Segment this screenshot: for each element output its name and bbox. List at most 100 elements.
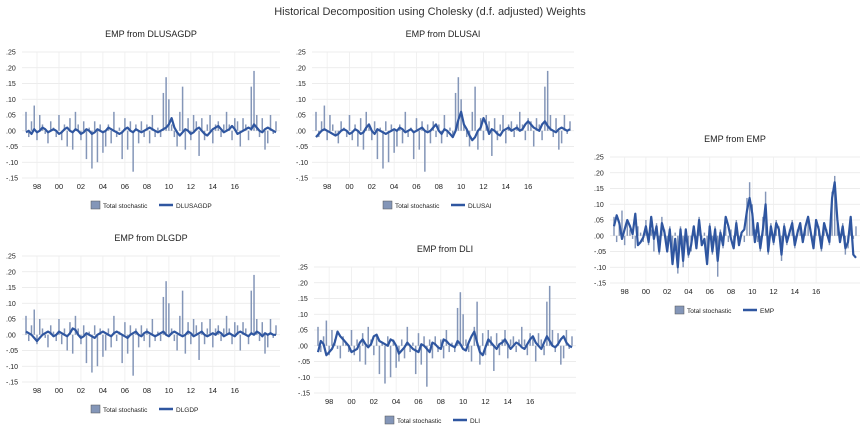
legend-label-total: Total stochastic	[395, 203, 440, 210]
bar-total-stochastic	[80, 334, 82, 345]
y-tick-label: .05	[298, 328, 308, 335]
bar-total-stochastic	[451, 342, 453, 346]
bar-total-stochastic	[264, 334, 266, 354]
bar-total-stochastic	[626, 220, 629, 236]
y-tick-label: -.10	[6, 160, 18, 167]
bar-total-stochastic	[653, 235, 655, 252]
bar-total-stochastic	[110, 130, 112, 144]
bar-total-stochastic	[201, 118, 203, 131]
bar-total-stochastic	[443, 115, 446, 131]
bar-total-stochastic	[357, 130, 359, 147]
bar-total-stochastic	[220, 130, 222, 138]
bar-total-stochastic	[518, 339, 520, 346]
y-tick-label: .10	[6, 97, 16, 104]
bar-total-stochastic	[236, 325, 239, 335]
x-tick-label: 10	[459, 397, 467, 406]
legend: Total stochastic DLUSAGDP	[90, 200, 212, 210]
bar-total-stochastic	[258, 334, 261, 342]
bar-total-stochastic	[340, 121, 342, 131]
bar-total-stochastic	[261, 322, 264, 335]
bar-total-stochastic	[538, 124, 541, 131]
bar-total-stochastic	[187, 118, 189, 131]
bar-total-stochastic	[85, 334, 88, 364]
bar-total-stochastic	[631, 235, 634, 239]
bar-total-stochastic	[25, 111, 27, 131]
y-tick-label: .00	[6, 128, 16, 135]
bar-total-stochastic	[256, 115, 258, 131]
bar-total-stochastic	[637, 226, 639, 236]
bar-total-stochastic	[623, 235, 626, 246]
bar-total-stochastic	[195, 325, 198, 335]
bar-total-stochastic	[381, 342, 383, 346]
y-tick-label: -.10	[594, 265, 606, 272]
bar-total-stochastic	[428, 339, 431, 346]
x-tick-label: 04	[392, 397, 400, 406]
bar-total-stochastic	[493, 345, 495, 371]
bar-total-stochastic	[345, 130, 348, 138]
y-tick-label: .00	[6, 332, 16, 339]
x-tick-label: 04	[99, 386, 107, 395]
bar-total-stochastic	[69, 118, 71, 131]
bar-total-stochastic	[157, 127, 159, 131]
y-tick-label: .15	[6, 285, 16, 292]
bar-total-stochastic	[629, 229, 631, 236]
legend: Total stochastic DLGDP	[90, 404, 198, 414]
bar-total-stochastic	[454, 92, 457, 131]
bar-total-stochastic	[231, 334, 233, 345]
x-tick-label: 06	[121, 182, 129, 191]
bar-total-stochastic	[69, 322, 71, 335]
x-tick-label: 02	[368, 182, 376, 191]
bar-total-stochastic	[376, 130, 379, 160]
bar-total-stochastic	[220, 334, 222, 342]
x-tick-label: 98	[323, 182, 331, 191]
bar-total-stochastic	[151, 319, 154, 335]
x-tick-label: 00	[55, 182, 63, 191]
bar-total-stochastic	[549, 115, 552, 131]
bar-total-stochastic	[515, 345, 517, 353]
bar-total-stochastic	[325, 320, 328, 346]
y-tick-label: .10	[6, 301, 16, 308]
bar-total-stochastic	[393, 130, 395, 153]
bar-total-stochastic	[502, 115, 504, 131]
bar-total-stochastic	[242, 322, 244, 335]
bar-total-stochastic	[438, 124, 440, 131]
bar-total-stochastic	[639, 232, 642, 236]
x-tick-label: 98	[325, 397, 333, 406]
x-tick-label: 16	[231, 386, 239, 395]
y-tick-label: .05	[6, 113, 16, 120]
bar-total-stochastic	[140, 121, 143, 131]
x-tick-label: 08	[143, 386, 151, 395]
legend-swatch-bar	[382, 200, 393, 210]
y-tick-label: .00	[298, 343, 308, 350]
bar-total-stochastic	[93, 325, 96, 335]
bar-total-stochastic	[482, 130, 485, 141]
bar-total-stochastic	[560, 130, 563, 144]
chart-svg: EMP from DLI .25 .20 .15 .10 .05 .00 -.05 -.10 -.…	[298, 244, 576, 425]
bar-total-stochastic	[359, 345, 361, 362]
y-tick-label: -.10	[296, 160, 308, 167]
bar-total-stochastic	[143, 334, 145, 342]
bar-total-stochastic	[176, 334, 178, 351]
y-tick-label: -.15	[296, 176, 308, 183]
bar-total-stochastic	[457, 77, 460, 131]
x-tick-label: 12	[481, 397, 489, 406]
bar-total-stochastic	[373, 345, 375, 356]
bar-total-stochastic	[513, 130, 515, 138]
bar-total-stochastic	[151, 115, 154, 131]
bar-total-stochastic	[532, 336, 534, 346]
bar-total-stochastic	[449, 127, 451, 131]
y-tick-label: .20	[6, 65, 16, 72]
bar-total-stochastic	[334, 130, 337, 134]
y-tick-label: .00	[594, 233, 604, 240]
bar-total-stochastic	[512, 336, 515, 346]
bar-total-stochastic	[415, 118, 418, 131]
bar-total-stochastic	[532, 130, 535, 147]
y-tick-label: .15	[6, 81, 16, 88]
bar-total-stochastic	[507, 345, 509, 359]
bar-total-stochastic	[66, 334, 68, 351]
bar-total-stochastic	[170, 124, 173, 131]
bar-total-stochastic	[504, 330, 506, 346]
bar-total-stochastic	[459, 292, 462, 346]
bar-total-stochastic	[467, 345, 470, 353]
bar-total-stochastic	[198, 334, 200, 360]
